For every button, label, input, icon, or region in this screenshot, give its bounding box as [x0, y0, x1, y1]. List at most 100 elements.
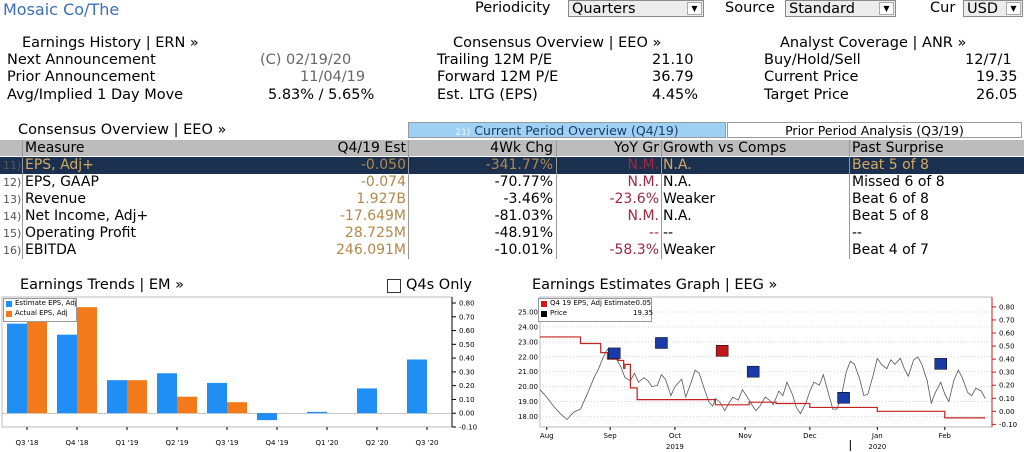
legend-price-name: Price [550, 309, 568, 317]
cell-est: 1.927B [356, 191, 406, 207]
cell-comps: Weaker [663, 191, 716, 207]
x-year-label: 2019 [666, 443, 684, 451]
left-tick-label: 23.00 [518, 338, 538, 346]
bar [407, 359, 427, 414]
earnings-graph-link[interactable]: Earnings Estimates Graph | EEG » [532, 277, 778, 293]
consensus-table-link[interactable]: Consensus Overview | EEO » [18, 122, 227, 138]
cell-est: 246.091M [336, 242, 406, 258]
avg-move-label: Avg/Implied 1 Day Move [7, 87, 184, 103]
cell-est: 28.725M [344, 225, 406, 241]
chevron-down-icon[interactable]: ▼ [687, 2, 702, 15]
bar [7, 323, 27, 414]
earnings-trends-link[interactable]: Earnings Trends | EM » [20, 277, 185, 293]
table-row[interactable]: 11) EPS, Adj+ -0.050 -341.77% N.M. N.A. Beat 5… [0, 157, 1024, 174]
column-divider [22, 140, 23, 259]
left-tick-label: 21.00 [518, 368, 538, 376]
bar-legend: Estimate EPS, Adj Actual EPS, Adj [3, 298, 77, 322]
q4s-only-checkbox[interactable] [387, 279, 401, 293]
cell-surprise: Missed 6 of 8 [852, 174, 945, 190]
target-price-label: Target Price [764, 87, 849, 103]
x-tick-label: Q3 '18 [15, 439, 38, 447]
x-tick-label: Nov [738, 432, 752, 440]
legend-swatch-actual [6, 311, 12, 317]
table-header [0, 140, 1024, 156]
left-tick-label: 19.00 [518, 398, 538, 406]
event-marker [607, 347, 621, 360]
left-tick-label: 24.00 [518, 323, 538, 331]
x-tick-label: Q4 '19 [265, 439, 288, 447]
legend-swatch-price [541, 311, 547, 317]
x-tick-label: Feb [939, 432, 952, 440]
right-tick-label: 0.70 [999, 316, 1015, 324]
table-row[interactable]: 13) Revenue 1.927B -3.46% -23.6% Weaker Beat 6… [0, 191, 1024, 208]
chevron-down-icon[interactable]: ▼ [1006, 2, 1021, 15]
bar [357, 388, 377, 414]
right-tick-label: -0.10 [999, 421, 1017, 429]
target-price-value: 26.05 [976, 87, 1018, 103]
event-marker [934, 358, 947, 370]
bar [207, 382, 227, 414]
buy-hold-sell-label: Buy/Hold/Sell [764, 52, 861, 68]
cell-surprise: Beat 5 of 8 [852, 157, 929, 173]
analyst-coverage-link[interactable]: Analyst Coverage | ANR » [780, 35, 967, 51]
periodicity-select[interactable]: Quarters ▼ [568, 0, 704, 17]
chevron-down-icon[interactable]: ▼ [879, 2, 894, 15]
tab-prior-period[interactable]: Prior Period Analysis (Q3/19) [727, 122, 1022, 138]
right-tick-label: 0.30 [999, 369, 1015, 377]
forward-pe-value: 36.79 [652, 69, 694, 85]
col-surprise: Past Surprise [852, 140, 944, 156]
periodicity-value: Quarters [572, 1, 636, 17]
legend-est-value: -0.05 [633, 299, 652, 307]
cell-chg: -81.03% [494, 208, 553, 224]
y-tick-label: 0.30 [459, 368, 475, 376]
tab-current-period[interactable]: 21) Current Period Overview (Q4/19) [408, 122, 726, 138]
cur-label: Cur [930, 0, 956, 16]
table-row[interactable]: 14) Net Income, Adj+ -17.649M -81.03% N.M. N.… [0, 208, 1024, 225]
currency-select[interactable]: USD ▼ [963, 0, 1023, 17]
prior-announcement-value: 11/04/19 [300, 69, 366, 85]
y-tick-label: 0.40 [459, 355, 475, 363]
cell-chg: -3.46% [503, 191, 553, 207]
cell-num: 15) [3, 227, 22, 240]
legend-actual: Actual EPS, Adj [15, 309, 68, 317]
cell-comps: N.A. [663, 208, 692, 224]
cell-yoy: -- [648, 225, 659, 241]
col-est: Q4/19 Est [337, 140, 406, 156]
cell-measure: Net Income, Adj+ [25, 208, 149, 224]
earnings-history-link[interactable]: Earnings History | ERN » [22, 35, 199, 51]
right-tick-label: 0.60 [999, 330, 1015, 338]
cell-yoy: -23.6% [609, 191, 659, 207]
earnings-trends-chart: 0.80 0.70 0.60 0.50 0.40 0.30 0.20 0.10 0.00 -0.1… [1, 296, 477, 447]
current-price-label: Current Price [764, 69, 859, 85]
bar [307, 411, 327, 414]
cell-yoy: N.M. [627, 174, 659, 190]
table-row[interactable]: 16) EBITDA 246.091M -10.01% -58.3% Weaker Beat… [0, 242, 1024, 259]
cell-surprise: -- [852, 225, 863, 241]
y-tick-label: 0.00 [459, 410, 475, 418]
cell-est: -0.050 [360, 157, 406, 173]
right-tick-label: 0.50 [999, 343, 1015, 351]
currency-value: USD [967, 1, 998, 17]
x-tick-label: Q1 '20 [315, 439, 338, 447]
bar [77, 307, 97, 414]
cell-surprise: Beat 4 of 7 [852, 242, 929, 258]
cell-num: 14) [3, 210, 22, 223]
x-tick-label: Aug [540, 432, 554, 440]
legend-est-name: Q4 19 EPS, Adj Estimate [550, 299, 636, 307]
col-yoy: YoY Gr [614, 140, 659, 156]
source-select[interactable]: Standard ▼ [785, 0, 896, 17]
column-divider [408, 140, 409, 259]
cell-chg: -341.77% [485, 157, 553, 173]
right-tick-label: 0.80 [999, 303, 1015, 311]
left-tick-label: 22.00 [518, 353, 538, 361]
y-tick-label: 0.20 [459, 382, 475, 390]
event-marker [837, 392, 850, 404]
bar [27, 318, 47, 414]
cell-num: 13) [3, 193, 22, 206]
cell-measure: EPS, Adj+ [25, 157, 94, 173]
bar [257, 413, 277, 421]
consensus-overview-link[interactable]: Consensus Overview | EEO » [453, 35, 662, 51]
right-tick-label: 0.20 [999, 382, 1015, 390]
table-row[interactable]: 15) Operating Profit 28.725M -48.91% -- -- -- [0, 225, 1024, 242]
table-row[interactable]: 12) EPS, GAAP -0.074 -70.77% N.M. N.A. Missed … [0, 174, 1024, 191]
